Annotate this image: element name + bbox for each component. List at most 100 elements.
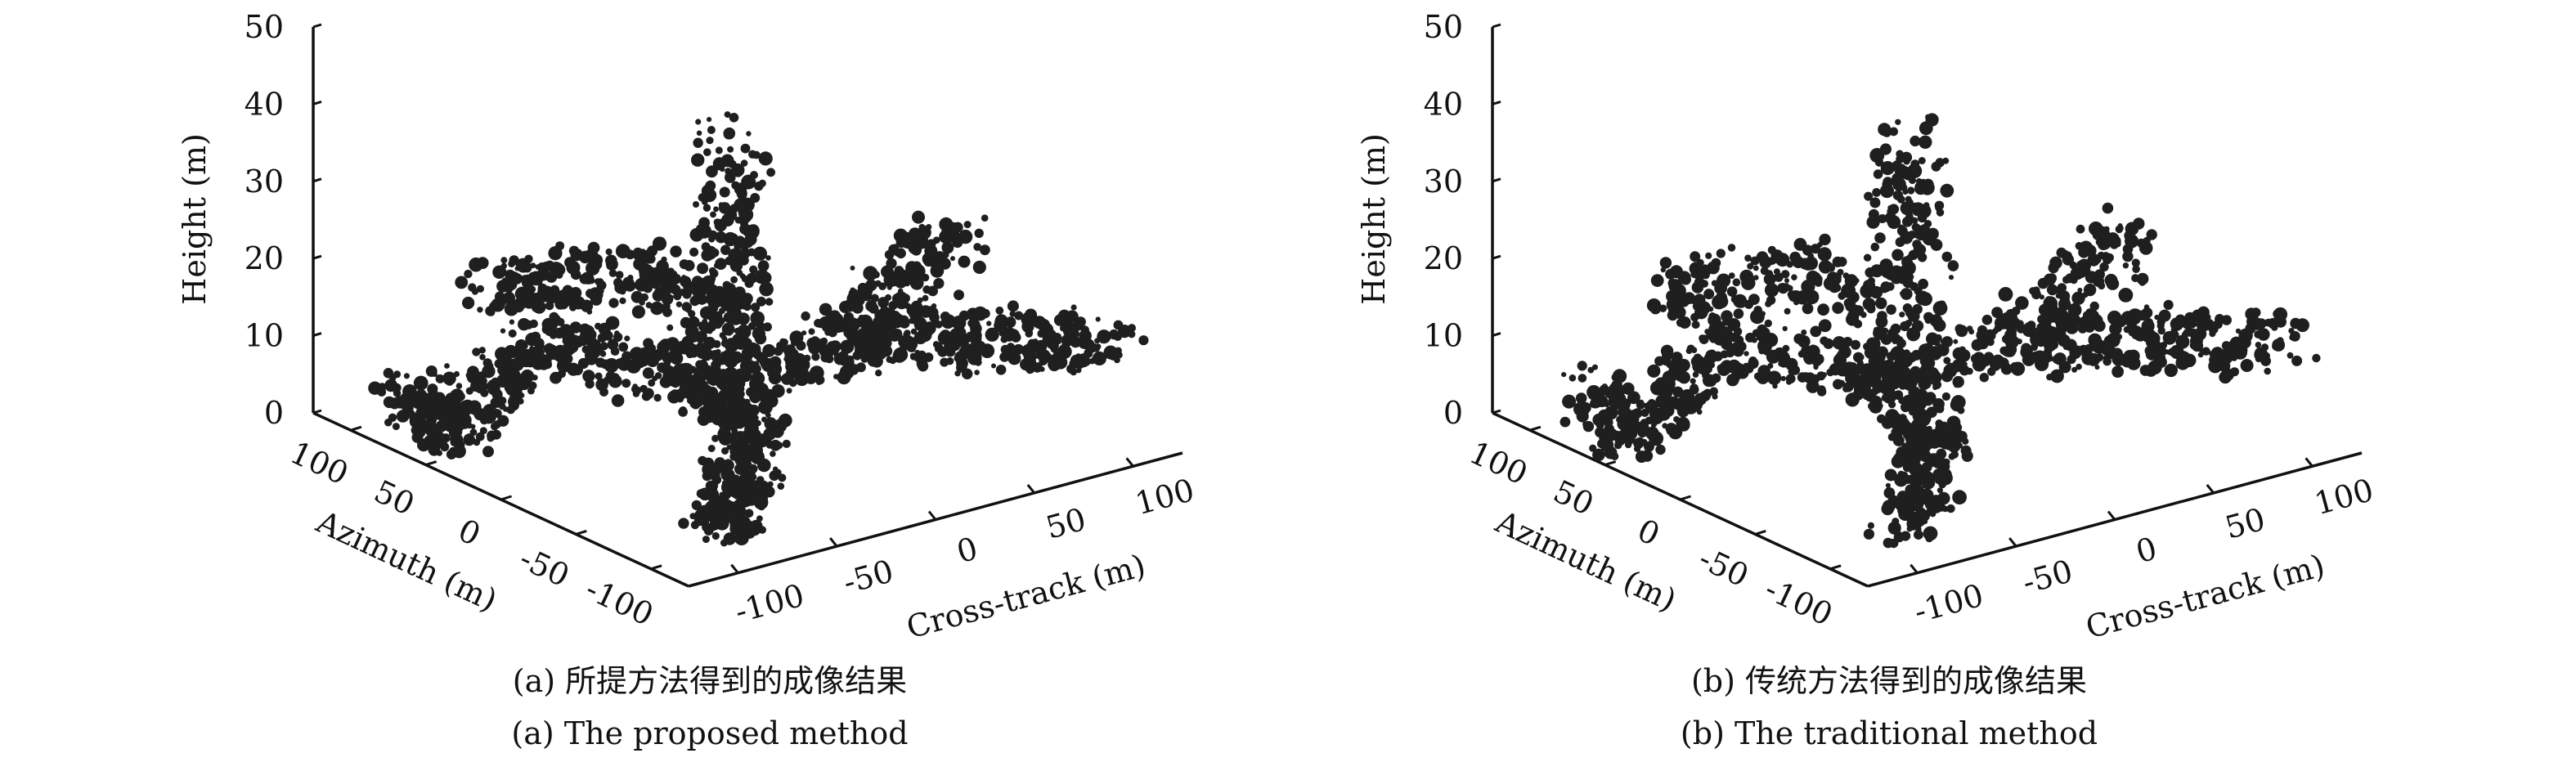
- cloud-point: [2213, 319, 2223, 329]
- cloud-point: [1052, 333, 1062, 343]
- cloud-point: [684, 325, 699, 339]
- cloud-point: [1907, 231, 1917, 240]
- cloud-point: [811, 352, 820, 361]
- cloud-point: [892, 244, 900, 250]
- cloud-point: [933, 280, 939, 286]
- cloud-point: [697, 224, 712, 239]
- cloud-point: [646, 354, 659, 367]
- cloud-point: [1060, 343, 1070, 353]
- cloud-point: [2264, 367, 2271, 375]
- cross-track-tick-mark: [927, 510, 937, 521]
- cloud-point: [1733, 327, 1743, 336]
- cloud-point: [716, 369, 731, 383]
- cloud-point: [611, 394, 625, 407]
- cloud-point: [804, 371, 818, 384]
- cloud-point: [1801, 372, 1811, 383]
- cloud-point: [748, 150, 757, 159]
- cloud-point: [703, 306, 711, 314]
- cloud-point: [1910, 426, 1917, 433]
- cloud-point: [847, 292, 855, 300]
- cloud-point: [2074, 265, 2088, 279]
- cloud-point: [667, 294, 674, 301]
- azimuth-tick-mark: [650, 564, 662, 571]
- cloud-point: [1775, 273, 1782, 280]
- cloud-point: [711, 531, 720, 540]
- cloud-point: [1751, 337, 1757, 343]
- cross-track-tick-mark: [2206, 483, 2215, 494]
- cross-track-tick-mark: [2008, 537, 2017, 548]
- cloud-point: [2246, 315, 2260, 329]
- cloud-point: [1939, 437, 1951, 450]
- cloud-point: [542, 285, 553, 296]
- azimuth-tick-label: 0: [453, 512, 487, 553]
- cloud-point: [2201, 347, 2210, 356]
- cloud-point: [514, 380, 525, 392]
- cloud-point: [650, 301, 664, 316]
- cloud-point: [731, 163, 745, 177]
- z-tick-label: 30: [245, 164, 284, 199]
- cloud-point: [729, 113, 739, 123]
- cloud-point: [1638, 399, 1645, 406]
- cloud-point: [747, 442, 755, 450]
- cloud-point: [1977, 342, 1984, 349]
- cloud-point: [1838, 292, 1846, 300]
- cloud-point: [596, 280, 607, 290]
- cloud-point: [940, 329, 951, 341]
- cloud-point: [1784, 307, 1791, 315]
- cloud-point: [465, 387, 473, 395]
- cloud-point: [924, 306, 936, 318]
- cloud-point: [2098, 239, 2109, 251]
- cloud-point: [666, 324, 674, 331]
- cloud-point: [1690, 383, 1699, 392]
- cloud-point: [1007, 300, 1019, 312]
- cloud-point: [1915, 178, 1923, 185]
- cloud-point: [2106, 277, 2120, 290]
- cloud-point: [1991, 307, 2004, 318]
- cloud-point: [1882, 128, 1892, 137]
- cloud-point: [1711, 374, 1718, 381]
- cloud-point: [1856, 360, 1864, 367]
- cloud-point: [719, 491, 726, 499]
- cloud-point: [1896, 336, 1904, 343]
- cloud-point: [2136, 272, 2149, 285]
- cloud-point: [1025, 329, 1033, 338]
- cloud-point: [1923, 312, 1934, 322]
- cloud-point: [2189, 340, 2199, 350]
- z-tick-label: 50: [245, 9, 284, 45]
- cloud-point: [509, 376, 518, 385]
- cloud-point: [917, 362, 924, 370]
- cross-track-axis-title: Cross-track (m): [2082, 547, 2328, 645]
- cloud-point: [743, 303, 752, 312]
- cloud-point: [1614, 441, 1620, 446]
- cloud-point: [435, 374, 445, 383]
- cloud-point: [1905, 254, 1914, 262]
- cloud-point: [1708, 323, 1721, 335]
- cloud-point: [2022, 352, 2035, 366]
- cloud-point: [1694, 305, 1708, 320]
- cloud-point: [1904, 497, 1913, 506]
- cloud-point: [986, 320, 992, 326]
- cloud-point: [487, 430, 497, 441]
- cloud-point: [1720, 350, 1729, 359]
- cloud-point: [1747, 262, 1754, 270]
- cloud-point: [2010, 361, 2026, 376]
- cloud-point: [1892, 222, 1899, 228]
- cloud-point: [776, 342, 783, 349]
- cloud-point: [1885, 482, 1891, 488]
- cloud-point: [1895, 237, 1905, 248]
- cloud-point: [1627, 391, 1640, 405]
- cloud-point: [1690, 270, 1699, 279]
- cloud-point: [930, 256, 945, 271]
- cloud-point: [1915, 442, 1927, 453]
- caption-chinese: (b) 传统方法得到的成像结果: [1691, 663, 2087, 699]
- cloud-point: [1667, 396, 1681, 409]
- cloud-point: [756, 515, 763, 522]
- cloud-point: [958, 362, 967, 371]
- cloud-point: [2068, 340, 2076, 347]
- cloud-point: [1896, 475, 1905, 485]
- cloud-point: [697, 360, 709, 371]
- cloud-point: [502, 406, 509, 412]
- cross-track-tick-mark: [1125, 457, 1134, 468]
- cloud-point: [1672, 300, 1678, 307]
